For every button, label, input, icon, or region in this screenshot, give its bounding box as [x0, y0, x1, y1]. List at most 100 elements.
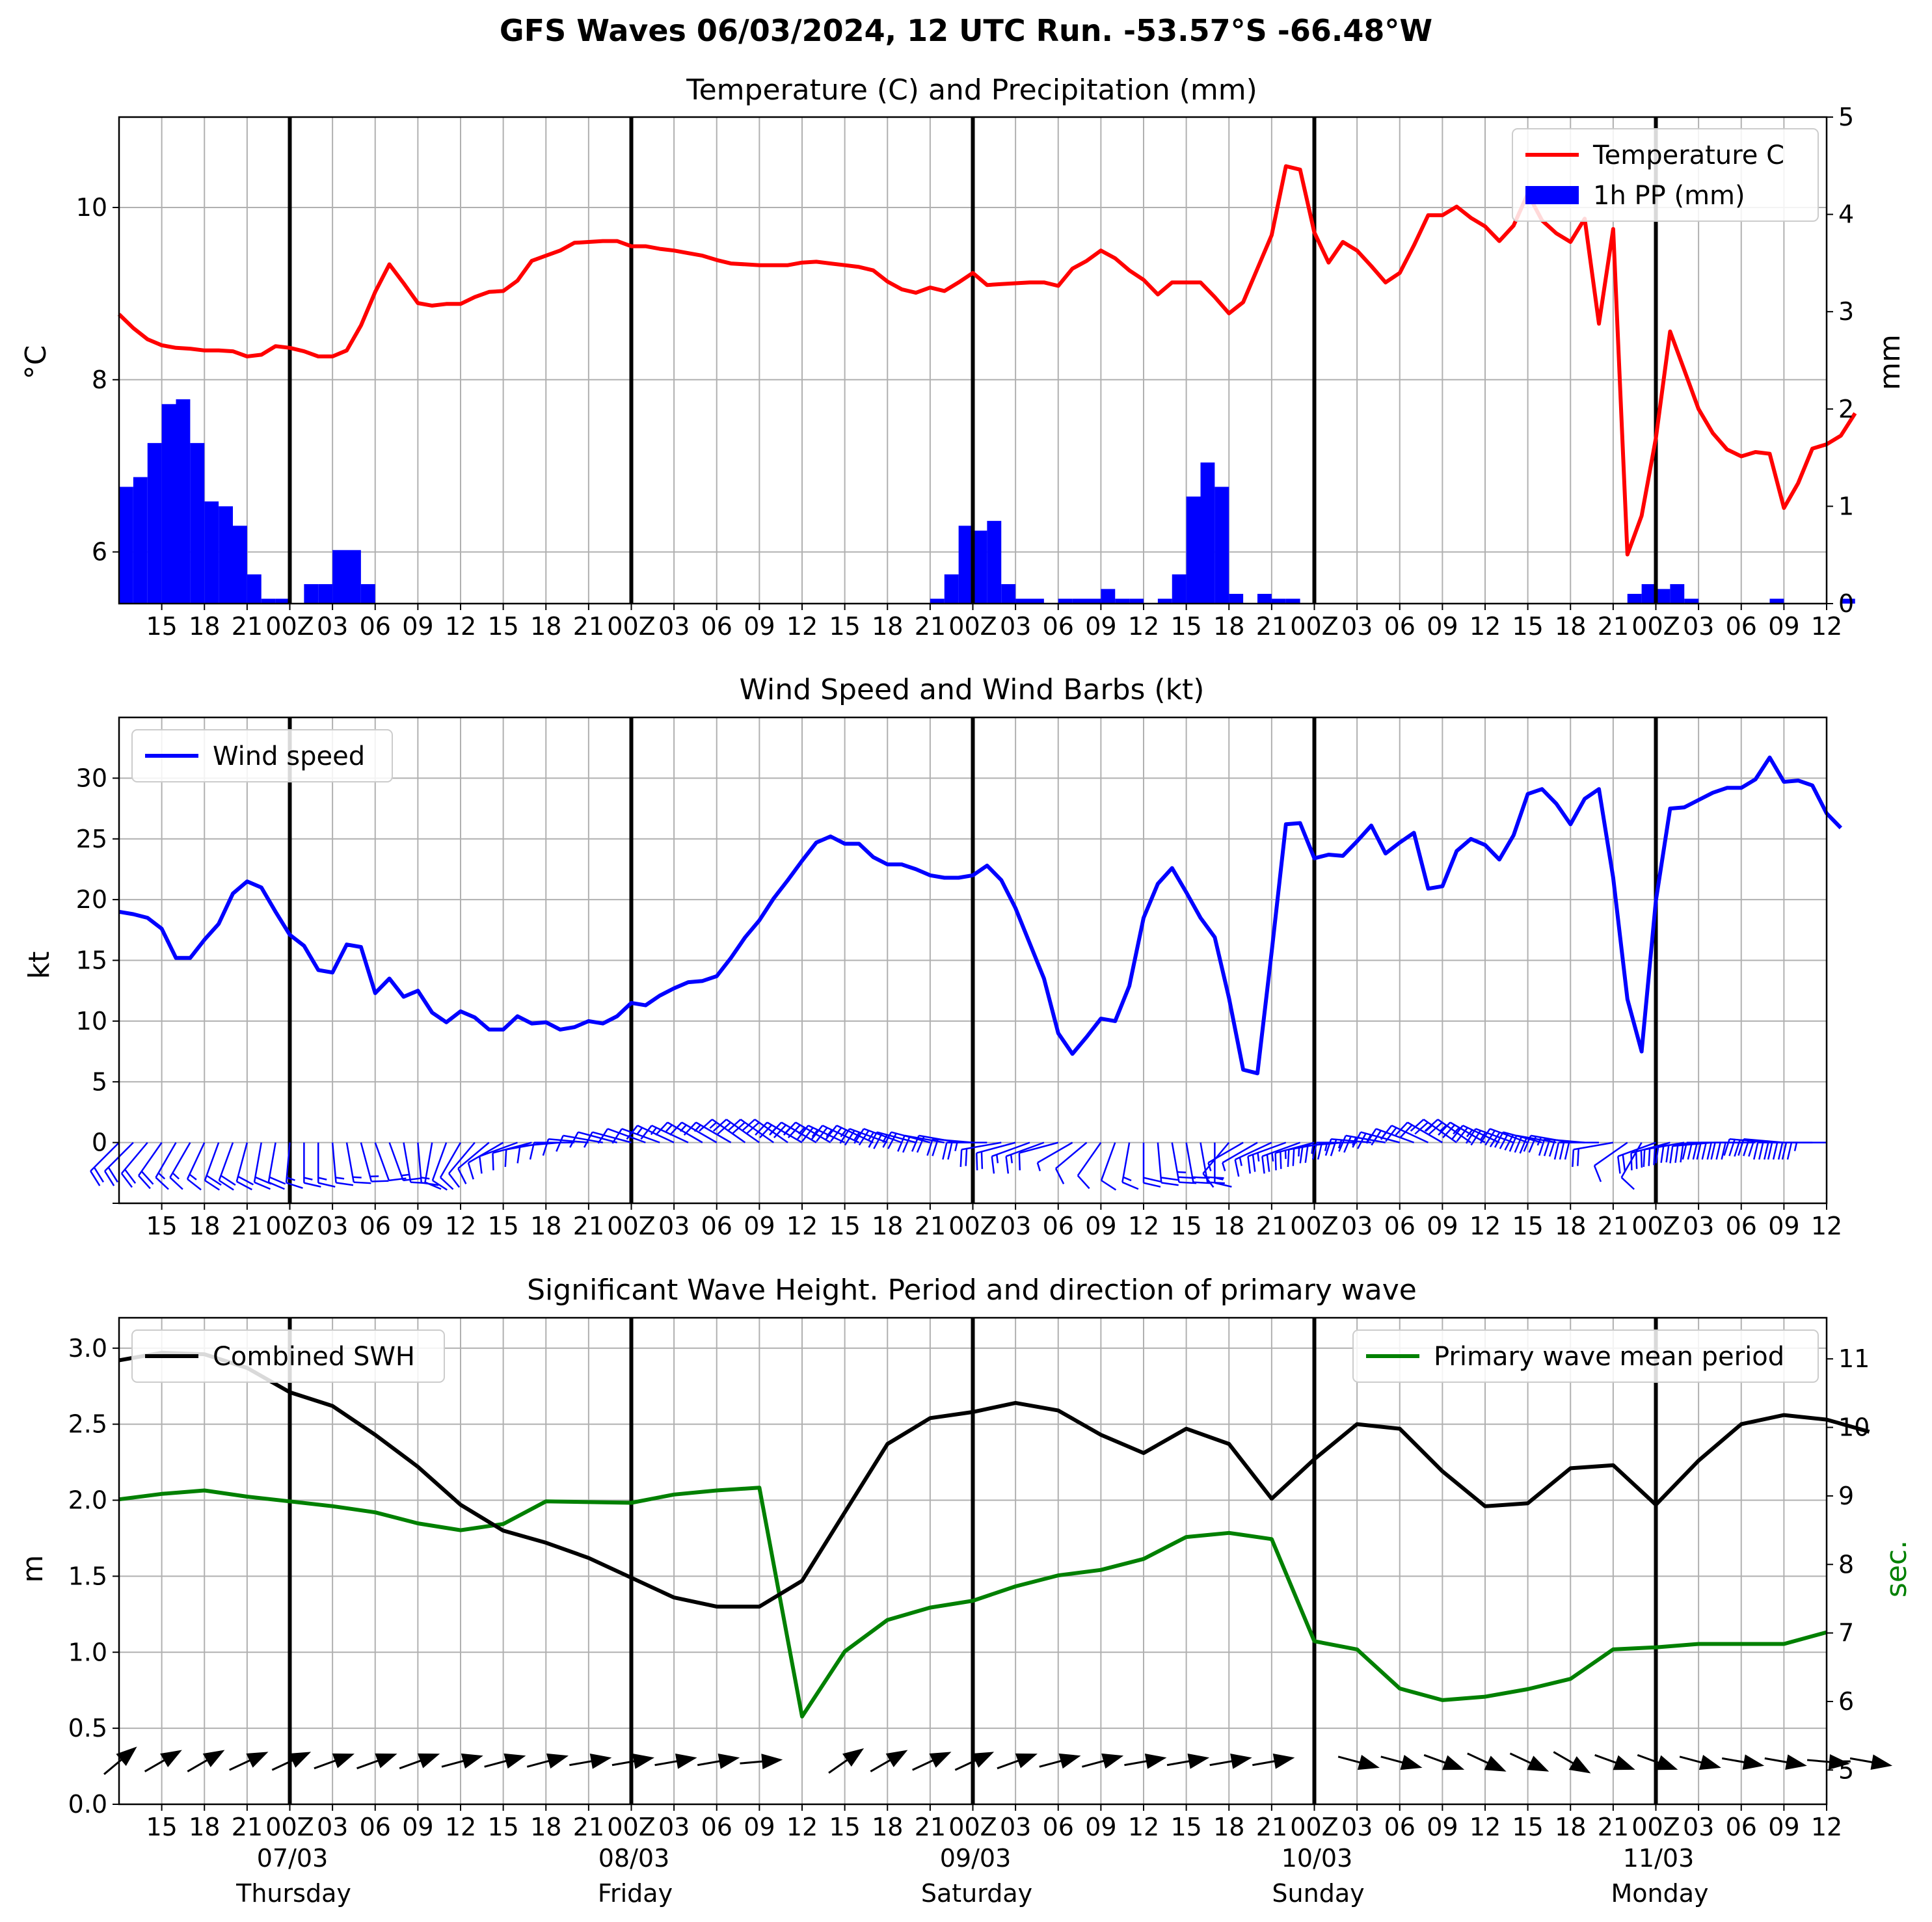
wave-direction-arrowhead — [546, 1753, 569, 1769]
wind-barb-shaft — [822, 1125, 860, 1143]
wind-barb-half — [1453, 1127, 1460, 1135]
wind-barb-flag — [1005, 1156, 1010, 1174]
wind-barb-shaft — [120, 1141, 148, 1174]
wind-barb-flag — [583, 1131, 593, 1148]
wind-barb-flag — [432, 1179, 448, 1191]
wind-barb-shaft — [681, 1121, 718, 1143]
wind-barb-shaft — [740, 1119, 774, 1143]
wind-barb-shaft — [563, 1134, 603, 1143]
wave-direction-arrowhead — [1357, 1754, 1380, 1770]
x-tick-label: 06 — [1726, 1212, 1757, 1240]
legend: Combined SWH Primary wave mean period — [131, 1329, 1819, 1383]
x-tick-label: 18 — [530, 612, 561, 641]
wind-barb-shaft — [285, 1142, 291, 1183]
x-tick-label: 15 — [1512, 1212, 1543, 1240]
wind-barb-shaft — [1006, 1141, 1045, 1158]
precip-bar — [219, 506, 233, 604]
wind-barb-flag — [492, 1153, 494, 1171]
wave-direction-arrowhead — [116, 1746, 137, 1767]
y-tick-label: 30 — [76, 764, 107, 792]
wind-barb-flag — [1617, 1156, 1621, 1174]
wind-barb-half — [1257, 1153, 1260, 1162]
x-tick-label: 18 — [1555, 1212, 1586, 1240]
wind-barb-flag — [1523, 1135, 1532, 1152]
x-tick-label: 09 — [402, 612, 433, 641]
wind-barb-half — [709, 1121, 718, 1129]
wind-barb-half — [868, 1132, 874, 1140]
y2-tick-label: 9 — [1838, 1482, 1854, 1510]
wind-barb-flag — [816, 1127, 828, 1142]
wind-barb-shaft — [457, 1141, 490, 1169]
wind-barb-flag — [268, 1181, 285, 1190]
wind-barb-half — [825, 1129, 833, 1138]
wind-barb-shaft — [781, 1121, 817, 1143]
precip-bar — [1101, 589, 1116, 604]
x-tick-label: 03 — [658, 612, 690, 641]
wind-barb-flag — [1438, 1121, 1451, 1136]
wave-direction-arrowhead — [718, 1754, 740, 1769]
precip-bar — [133, 477, 148, 604]
x-tick-label: 03 — [658, 1813, 690, 1841]
legend: Wind speed — [131, 729, 393, 782]
x-tick-label: 15 — [487, 612, 518, 641]
x-tick-label: 21 — [232, 612, 263, 641]
wind-barb-flag — [1410, 1119, 1425, 1132]
wind-barb-flag — [745, 1121, 760, 1135]
wind-barb-half — [693, 1124, 701, 1132]
wind-barb-flag — [336, 1182, 354, 1186]
wind-barb-flag — [103, 1170, 115, 1186]
wind-barb-shaft — [795, 1121, 831, 1143]
x-tick-label: 18 — [1555, 612, 1586, 641]
wind-barb-shaft — [991, 1141, 1030, 1158]
day-name-label: Sunday — [1272, 1879, 1364, 1908]
wind-barb-shaft — [695, 1121, 732, 1143]
wind-barb-flag — [801, 1127, 814, 1142]
x-tick-label: 00Z — [948, 1813, 997, 1841]
wind-barb-flag — [1356, 1133, 1367, 1149]
precip-bar — [1840, 598, 1855, 604]
wave-direction-arrowhead — [418, 1753, 440, 1769]
wind-barb-flag — [1343, 1136, 1352, 1153]
y2-tick-label: 7 — [1838, 1619, 1854, 1648]
wind-barb-half — [1207, 1162, 1212, 1171]
wind-barb-flag — [1758, 1142, 1764, 1160]
wind-barb-half — [1222, 1162, 1226, 1171]
wind-barb-flag — [1748, 1140, 1755, 1157]
wind-barb-flag — [759, 1124, 773, 1138]
wind-barb-flag — [90, 1170, 101, 1186]
wind-barb-flag — [1620, 1177, 1635, 1190]
wind-barb-flag — [467, 1162, 474, 1180]
wind-barb-flag — [1292, 1148, 1295, 1166]
wind-barb-flag — [448, 1173, 461, 1188]
wind-barb-flag — [773, 1124, 787, 1138]
wind-barb-flag — [1479, 1128, 1491, 1144]
wind-barb-half — [189, 1173, 197, 1181]
wind-barb-flag — [844, 1130, 855, 1146]
wind-barb-flag — [873, 1133, 883, 1149]
wind-barb-flag — [1669, 1145, 1674, 1164]
x-tick-label: 09 — [1427, 1212, 1458, 1240]
precip-bar — [1229, 594, 1244, 604]
wind-barb-flag — [683, 1121, 697, 1136]
x-tick-label: 12 — [1128, 1212, 1159, 1240]
precip-bar — [247, 574, 262, 604]
wind-barb-shaft — [621, 1128, 660, 1143]
y-tick-label: 1.0 — [68, 1638, 107, 1666]
precip-bar — [204, 501, 219, 604]
wind-barb-flag — [1247, 1156, 1251, 1174]
wind-barb-shaft — [1594, 1141, 1628, 1167]
x-tick-label: 12 — [1811, 1212, 1842, 1240]
wind-barb-flag — [204, 1179, 220, 1191]
wave-direction-arrowhead — [1442, 1755, 1465, 1770]
precip-bar — [1172, 574, 1187, 604]
precip-bar — [1001, 584, 1016, 604]
day-separators — [288, 717, 1658, 1203]
wind-barb-flag — [1696, 1142, 1702, 1160]
x-tick-label: 12 — [786, 1813, 818, 1841]
wave-direction-arrowhead — [503, 1753, 526, 1769]
wind-barb-flag — [403, 1177, 421, 1182]
wind-barb-shaft — [849, 1128, 888, 1143]
y2-tick-label: 6 — [1838, 1687, 1854, 1716]
wind-barb-shaft — [766, 1121, 803, 1143]
wind-barb-flag — [1728, 1139, 1736, 1156]
